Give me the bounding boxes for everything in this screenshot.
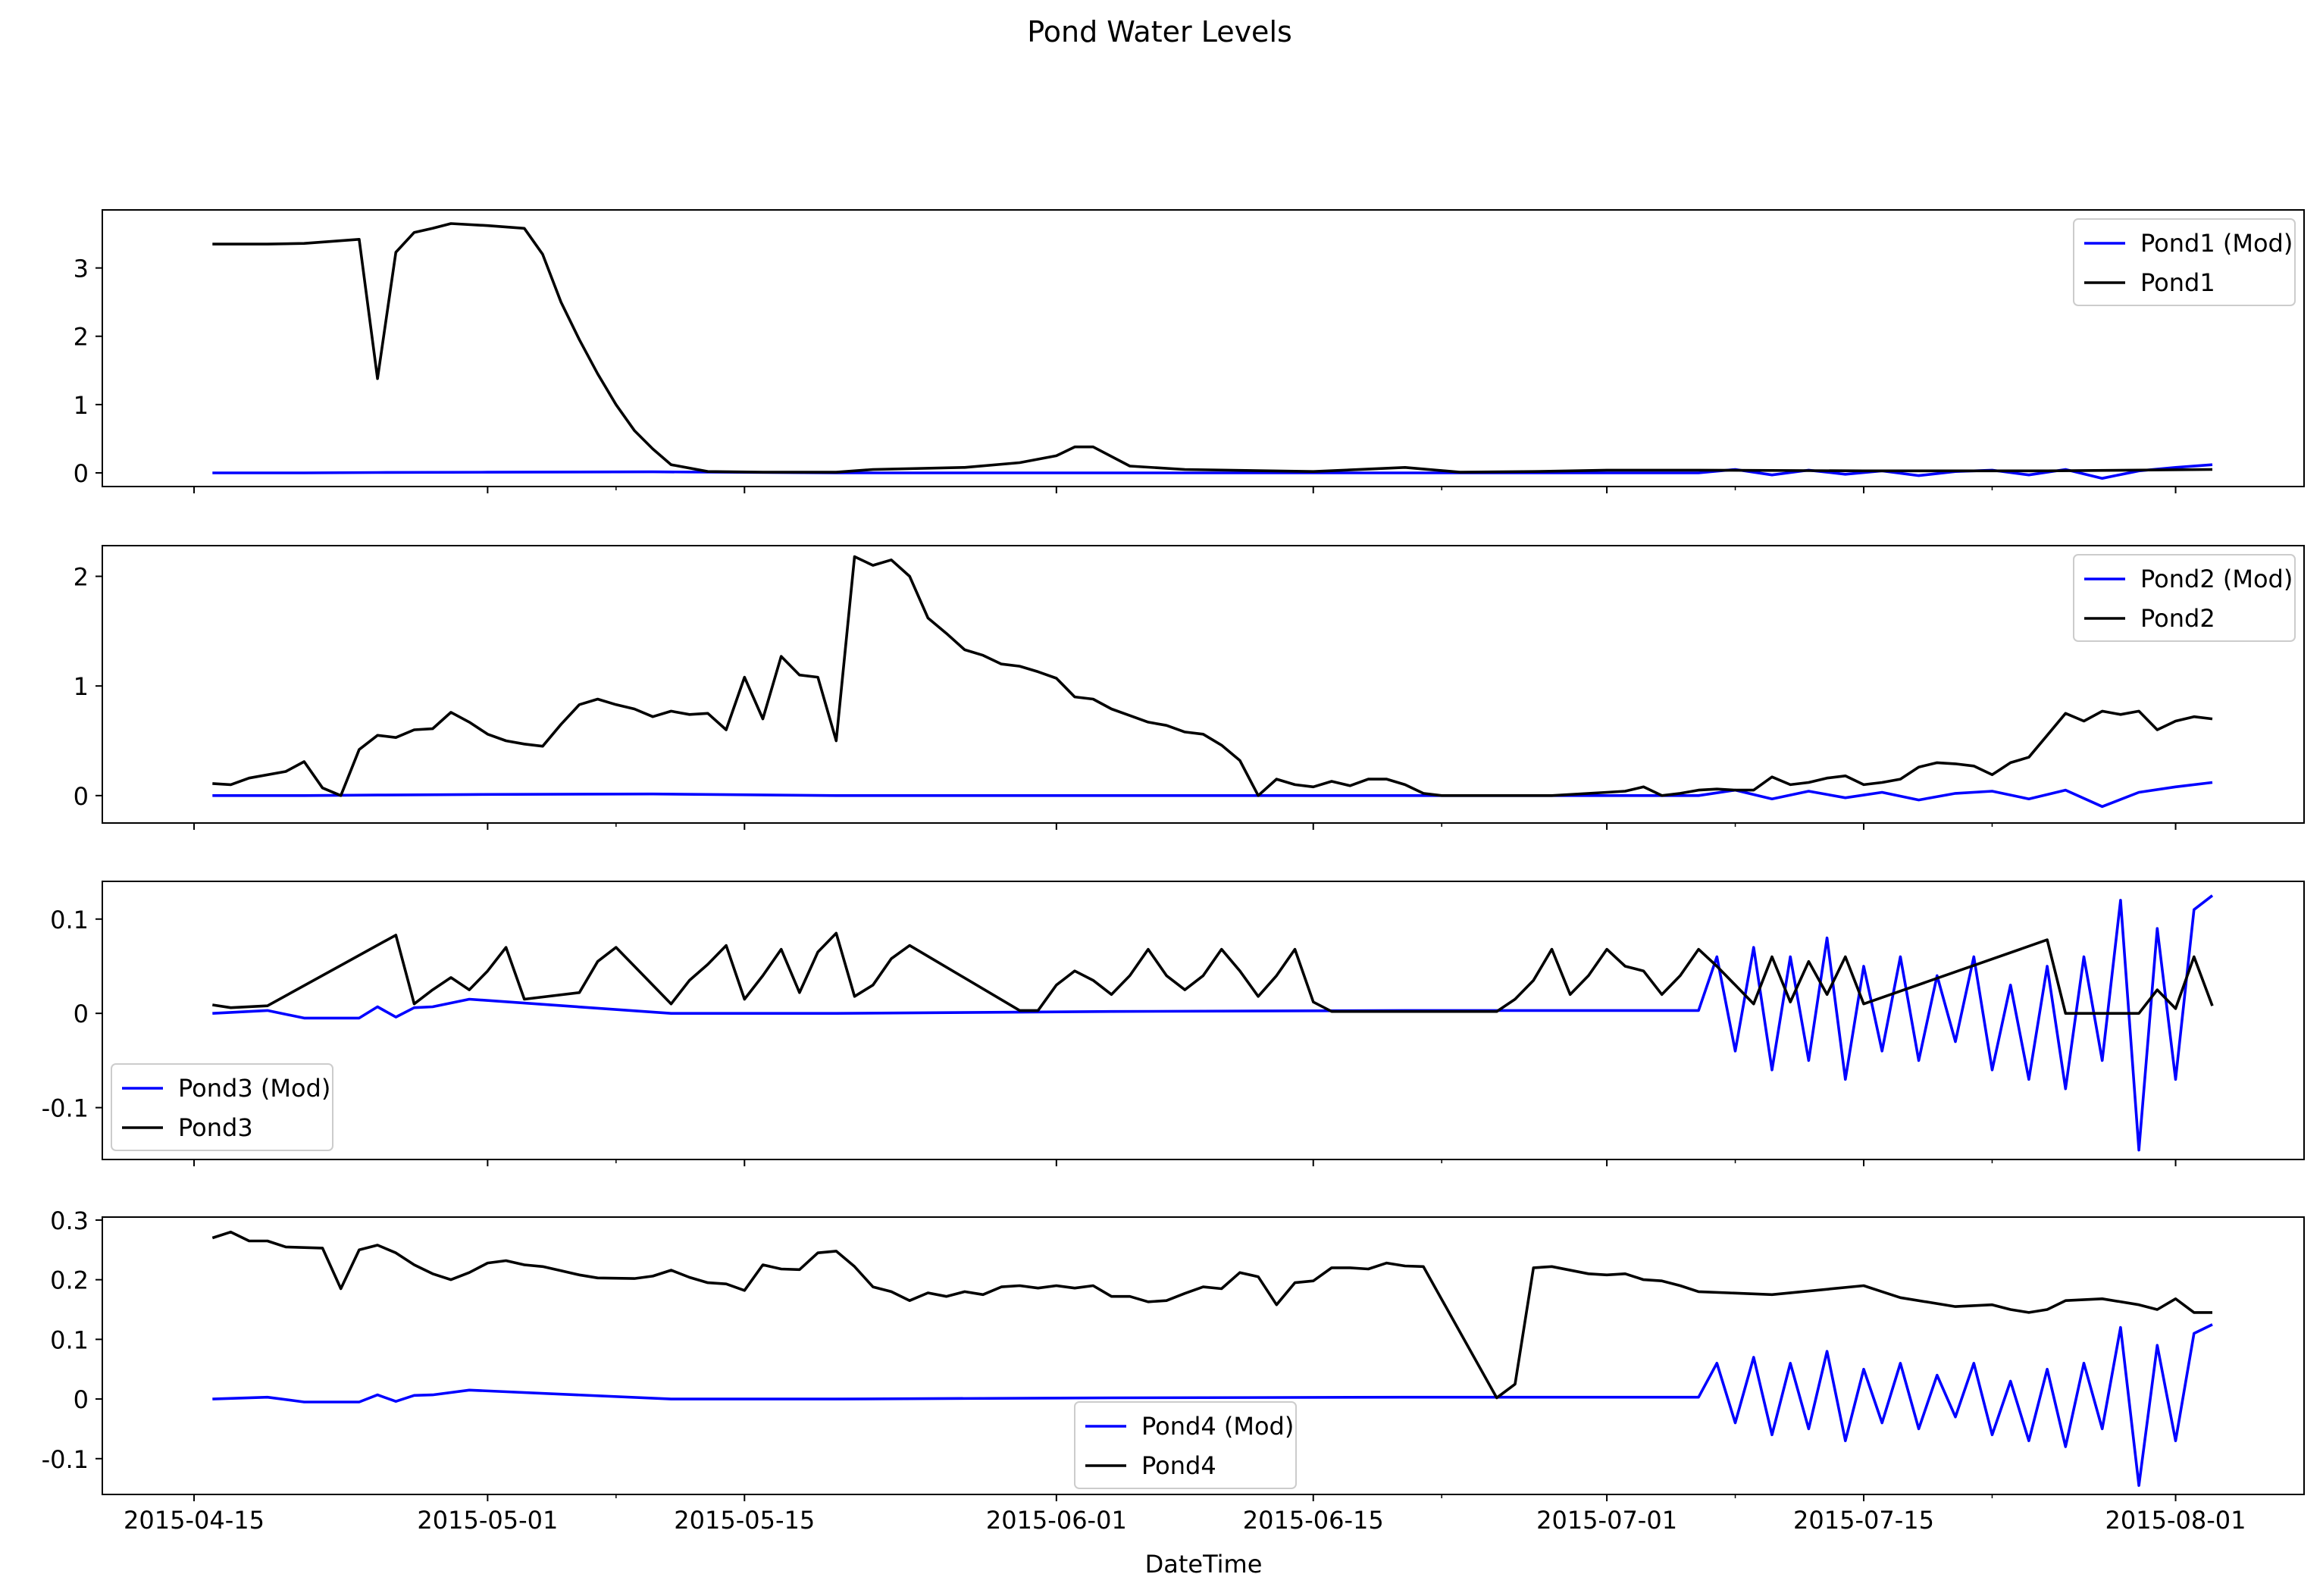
plot-frame <box>102 1216 2305 1495</box>
x-tick-label: 2015-07-01 <box>1536 1506 1677 1535</box>
panel-1: 0 1 2 3 Pond1 (Mod) Pond1 <box>74 209 2305 493</box>
legend-label: Pond3 (Mod) <box>178 1074 330 1103</box>
series-group <box>212 555 2213 809</box>
y-tick-label: 0.3 <box>50 1206 89 1235</box>
legend-label: Pond2 <box>2140 604 2215 633</box>
legend-box <box>2073 218 2296 306</box>
y-tick-label: 0.1 <box>50 1325 89 1354</box>
figure-title: Pond Water Levels <box>1027 15 1292 49</box>
x-axis-label: DateTime <box>1145 1550 1263 1579</box>
x-tick-label: 2015-04-15 <box>124 1506 265 1535</box>
y-tick-label: 0 <box>74 1385 89 1414</box>
y-tick-label: 1 <box>74 672 89 701</box>
x-tick-label: 2015-07-15 <box>1793 1506 1934 1535</box>
x-tick-label: 2015-05-15 <box>674 1506 815 1535</box>
x-tick-label: 2015-05-01 <box>417 1506 558 1535</box>
series-group <box>212 894 2214 1152</box>
legend: Pond3 (Mod) Pond3 <box>111 1063 333 1151</box>
y-tick-label: 3 <box>74 255 89 283</box>
panels: 0 1 2 3 Pond1 (Mod) Pond1 0 1 2 Pond2 (Mod) Pond2 -… <box>42 209 2305 1501</box>
legend-label: Pond2 (Mod) <box>2140 565 2293 593</box>
series-line-modeled <box>212 1323 2213 1487</box>
y-tick-label: 0 <box>74 1000 89 1028</box>
x-tick-label: 2015-06-15 <box>1243 1506 1384 1535</box>
series-line-modeled <box>212 894 2214 1152</box>
x-axis: 2015-04-15 2015-05-01 2015-05-15 2015-06-01… <box>124 1506 2246 1535</box>
legend-box <box>2073 554 2296 642</box>
legend-box <box>111 1063 333 1151</box>
panel-2: 0 1 2 Pond2 (Mod) Pond2 <box>74 545 2305 830</box>
series-group <box>211 1230 2213 1487</box>
series-line-observed <box>212 222 2213 474</box>
y-tick-label: 2 <box>74 563 89 592</box>
legend-label: Pond1 (Mod) <box>2140 229 2293 258</box>
series-line-observed <box>212 931 2214 1015</box>
legend: Pond2 (Mod) Pond2 <box>2073 554 2296 642</box>
y-tick-label: 0 <box>74 782 89 811</box>
y-tick-label: 1 <box>74 391 89 420</box>
series-line-observed <box>212 555 2213 797</box>
legend: Pond4 (Mod) Pond4 <box>1074 1401 1297 1489</box>
y-tick-label: 2 <box>74 323 89 352</box>
y-tick-label: 0 <box>74 459 89 488</box>
legend-label: Pond4 <box>1141 1451 1216 1480</box>
plot-frame <box>102 209 2305 487</box>
x-tick-label: 2015-08-01 <box>2105 1506 2246 1535</box>
legend-label: Pond3 <box>178 1113 253 1142</box>
legend-box <box>1074 1401 1297 1489</box>
series-line-observed <box>211 1230 2212 1400</box>
y-tick-label: 0.2 <box>50 1266 89 1295</box>
panel-4: -0.1 0 0.1 0.2 0.3 Pond4 (Mod) Pond4 <box>42 1206 2305 1501</box>
x-tick-label: 2015-06-01 <box>986 1506 1127 1535</box>
y-tick-label: -0.1 <box>42 1445 89 1474</box>
series-group <box>212 222 2213 480</box>
panel-3: -0.1 0 0.1 Pond3 (Mod) Pond3 <box>42 881 2305 1166</box>
series-line-modeled <box>212 781 2213 809</box>
y-tick-label: 0.1 <box>50 906 89 934</box>
y-tick-label: -0.1 <box>42 1094 89 1123</box>
legend-label: Pond4 (Mod) <box>1141 1412 1294 1441</box>
legend-label: Pond1 <box>2140 268 2215 297</box>
plot-frame <box>102 881 2305 1160</box>
legend: Pond1 (Mod) Pond1 <box>2073 218 2296 306</box>
plot-frame <box>102 545 2305 824</box>
